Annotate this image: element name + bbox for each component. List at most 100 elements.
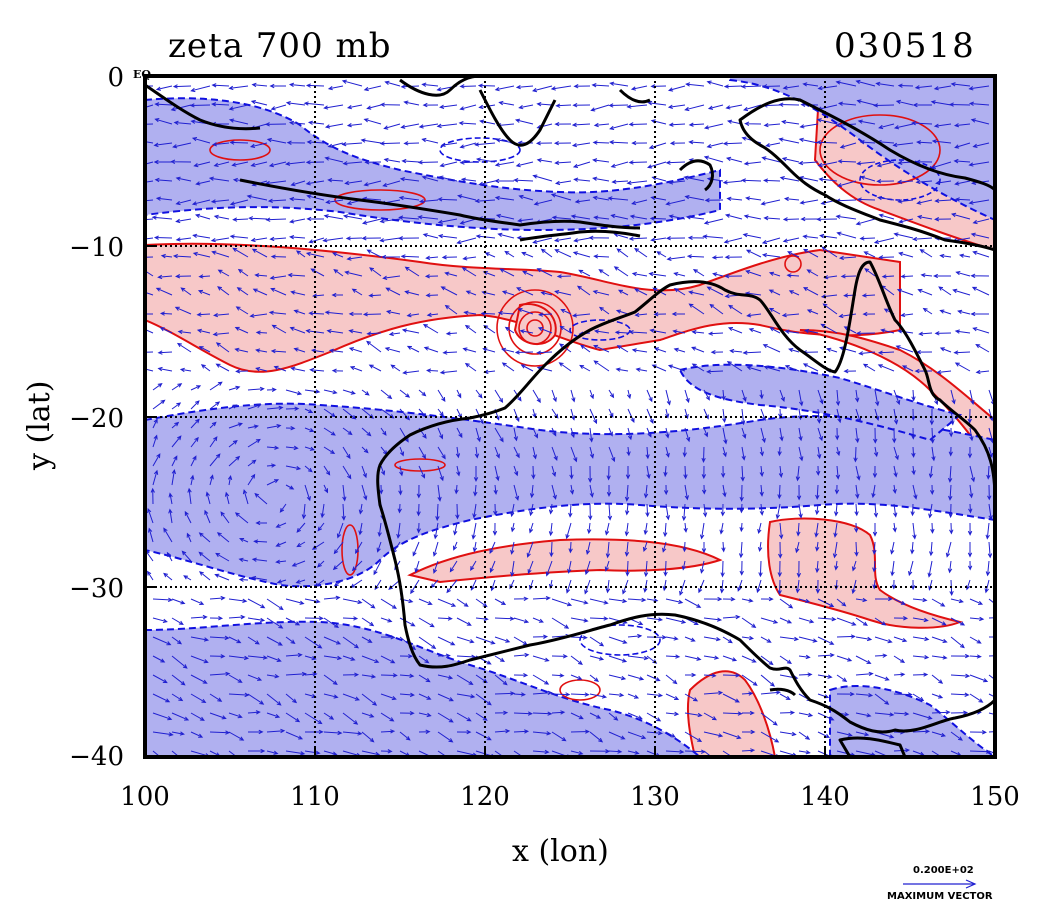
wind-vector-arrow [510,503,515,518]
wind-vector-arrow [916,140,933,145]
wind-vector-arrow [798,636,818,643]
wind-vector-arrow [377,522,382,538]
wind-vector-arrow [806,309,819,315]
wind-vector-arrow [397,236,420,241]
wind-vector-arrow [668,214,686,220]
wind-vector-arrow [872,541,877,555]
wind-vector-arrow [572,161,591,168]
wind-vector-arrow [748,328,762,334]
wind-vector-arrow [273,365,287,372]
wind-vector-arrow [276,579,287,584]
wind-vector-arrow [768,307,781,315]
wind-vector-arrow [361,427,372,437]
wind-vector-arrow [703,218,724,225]
wind-vector-arrow [589,636,605,647]
wind-vector-arrow [437,616,453,621]
wind-vector-arrow [500,347,515,353]
wind-vector-arrow [209,712,227,720]
wind-vector-arrow [383,157,401,163]
wind-vector-arrow [181,550,192,562]
wind-vector-arrow [551,617,570,629]
wind-vector-arrow [967,560,973,571]
wind-vector-arrow [779,176,800,182]
wind-vector-arrow [378,484,384,495]
wind-vector-arrow [723,237,743,244]
wind-vector-arrow [171,402,182,410]
wind-vector-arrow [145,218,154,221]
wind-vector-arrow [769,327,781,334]
wind-vector-arrow [604,522,610,536]
wind-vector-arrow [762,84,781,89]
wind-vector-arrow [576,285,591,296]
wind-vector-arrow [460,177,477,182]
wind-vector-arrow [346,256,363,261]
wind-vector-arrow [858,351,876,356]
wind-vector-arrow [342,655,356,661]
wind-vector-arrow [798,160,819,166]
wind-vector-arrow [988,655,995,657]
wind-vector-arrow [988,617,995,619]
wind-vector-arrow [551,427,557,437]
wind-vector-arrow [855,655,872,664]
wind-vector-arrow [250,100,268,106]
wind-vector-arrow [910,541,915,555]
wind-vector-arrow [643,560,649,578]
wind-vector-arrow [171,383,183,391]
wind-vector-arrow [740,465,745,482]
wind-vector-arrow [722,636,733,644]
wind-vector-arrow [361,446,369,454]
wind-vector-arrow [471,522,477,540]
wind-vector-arrow [190,455,197,467]
wind-vector-arrow [608,655,628,663]
wind-vector-arrow [798,672,813,677]
wind-vector-arrow [760,731,780,743]
wind-vector-arrow [741,635,755,641]
wind-vector-arrow [157,350,173,355]
wind-vector-arrow [816,408,822,424]
wind-vector-arrow [474,142,496,147]
wind-vector-arrow [703,155,724,163]
wind-vector-arrow [760,199,781,206]
wind-vector-arrow [631,348,648,353]
wind-vector-arrow [220,511,230,524]
wind-vector-arrow [817,389,824,405]
map-title: zeta 700 mb [168,26,392,66]
wind-vector-arrow [673,287,686,296]
wind-vector-arrow [266,445,280,450]
wind-vector-arrow [570,598,589,605]
wind-vector-arrow [953,350,971,355]
wind-vector-arrow [743,104,762,112]
wind-vector-arrow [397,503,402,514]
wind-vector-arrow [665,236,686,241]
wind-vector-arrow [778,541,783,559]
wind-vector-arrow [720,503,726,517]
wind-vector-arrow [190,385,202,391]
wind-vector-arrow [266,405,284,411]
wind-vector-arrow [532,389,541,404]
wind-vector-arrow [985,560,991,577]
wind-vector-arrow [323,617,340,629]
wind-vector-arrow [235,306,249,315]
wind-vector-arrow [703,617,723,622]
wind-vector-arrow [518,194,534,201]
wind-vector-arrow [437,598,457,607]
wind-vector-arrow [470,560,477,571]
wind-vector-arrow [550,193,572,201]
wind-vector-arrow [190,418,200,429]
wind-vector-arrow [855,484,860,499]
wind-vector-arrow [532,655,550,662]
wind-vector-arrow [573,84,591,89]
wind-vector-arrow [874,693,890,705]
wind-vector-arrow [198,346,211,353]
wind-vector-arrow [817,161,838,168]
wind-vector-arrow [587,522,592,535]
wind-vector-arrow [190,712,205,721]
wind-vector-arrow [540,291,553,296]
wind-vector-arrow [269,236,287,242]
wind-vector-arrow [147,507,154,524]
wind-vector-arrow [836,408,842,424]
wind-vector-arrow [649,328,667,334]
wind-vector-arrow [323,427,336,436]
wind-vector-arrow [437,731,454,743]
wind-vector-arrow [615,309,629,315]
